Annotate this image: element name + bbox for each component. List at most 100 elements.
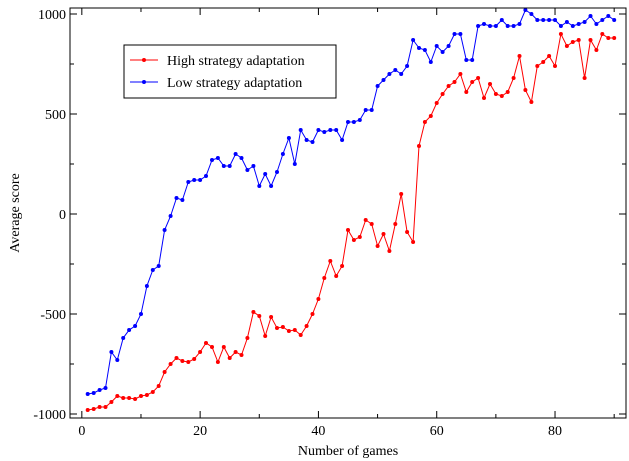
x-tick-label: 60 [430, 424, 444, 439]
data-point [280, 152, 285, 156]
data-point [558, 32, 563, 36]
data-point [275, 170, 279, 174]
data-point [328, 128, 333, 132]
data-point [446, 44, 451, 48]
data-point [280, 325, 285, 329]
data-point [310, 312, 315, 316]
data-point [310, 140, 315, 144]
data-point [322, 276, 327, 280]
data-point [499, 18, 504, 22]
legend-marker-low [142, 80, 146, 84]
data-point [233, 350, 238, 354]
data-point [600, 18, 605, 22]
data-point [334, 274, 339, 278]
data-point [351, 120, 356, 124]
data-point [570, 24, 575, 28]
data-point [399, 72, 404, 76]
data-point [488, 24, 492, 28]
data-point [257, 184, 262, 188]
data-point [115, 358, 120, 362]
data-point [369, 222, 374, 226]
data-point [464, 90, 469, 94]
data-point [570, 40, 575, 44]
data-point [434, 44, 439, 48]
data-point [547, 54, 552, 58]
plot-area [85, 8, 617, 412]
data-point [470, 58, 475, 62]
data-point [316, 128, 321, 132]
data-point [316, 297, 321, 301]
data-point [227, 164, 232, 168]
data-point [298, 333, 303, 337]
data-point [257, 314, 262, 318]
data-point [198, 350, 203, 354]
x-axis-title: Number of games [298, 444, 398, 459]
data-point [109, 350, 114, 354]
data-point [363, 218, 368, 222]
data-point [186, 360, 191, 364]
data-point [298, 128, 303, 132]
data-point [399, 192, 404, 196]
data-point [405, 64, 410, 68]
data-point [162, 370, 167, 374]
data-point [292, 162, 297, 166]
x-tick-label: 40 [311, 424, 325, 439]
data-point [582, 76, 587, 80]
data-point [245, 336, 250, 340]
data-point [269, 184, 274, 188]
data-point [612, 36, 617, 40]
data-point [192, 357, 197, 361]
data-point [505, 90, 510, 94]
data-point [393, 222, 398, 226]
data-point [121, 336, 126, 340]
data-point [422, 120, 427, 124]
y-tick-label: 1000 [38, 8, 66, 23]
data-point [434, 101, 439, 105]
data-point [493, 92, 498, 96]
data-point [357, 118, 362, 122]
data-point [286, 136, 291, 140]
data-point [346, 228, 350, 232]
data-point [233, 152, 238, 156]
plot-frame [69, 7, 627, 419]
data-point [541, 60, 546, 64]
y-axis-title: Average score [8, 173, 23, 252]
data-point [547, 18, 552, 22]
data-point [428, 114, 433, 118]
data-point [535, 64, 540, 68]
data-point [292, 328, 297, 332]
data-point [239, 353, 244, 357]
data-point [139, 394, 143, 398]
data-point [606, 14, 611, 18]
data-point [535, 18, 540, 22]
data-point [115, 394, 120, 398]
data-point [204, 341, 208, 345]
data-point [440, 50, 445, 54]
x-tick-label: 20 [193, 424, 207, 439]
data-point [133, 397, 138, 401]
series-high [85, 32, 617, 412]
data-point [275, 326, 279, 330]
data-point [458, 32, 463, 36]
data-point [553, 64, 557, 68]
data-point [588, 14, 593, 18]
data-point [91, 391, 96, 395]
data-point [369, 108, 374, 112]
data-point [458, 72, 463, 76]
data-point [210, 345, 214, 349]
legend-label-high: High strategy adaptation [167, 54, 305, 69]
data-point [334, 128, 339, 132]
data-point [523, 88, 528, 92]
data-point [150, 268, 155, 272]
data-point [470, 80, 475, 84]
legend-label-low: Low strategy adaptation [167, 76, 302, 91]
data-point [340, 264, 345, 268]
data-point [499, 94, 504, 98]
data-point [564, 44, 569, 48]
axis-ticks: 0 20 40 60 80 -1000 -500 0 500 1000 [33, 8, 626, 439]
legend-box [123, 44, 337, 99]
data-point [357, 235, 362, 239]
data-point [464, 58, 469, 62]
data-point [606, 36, 611, 40]
